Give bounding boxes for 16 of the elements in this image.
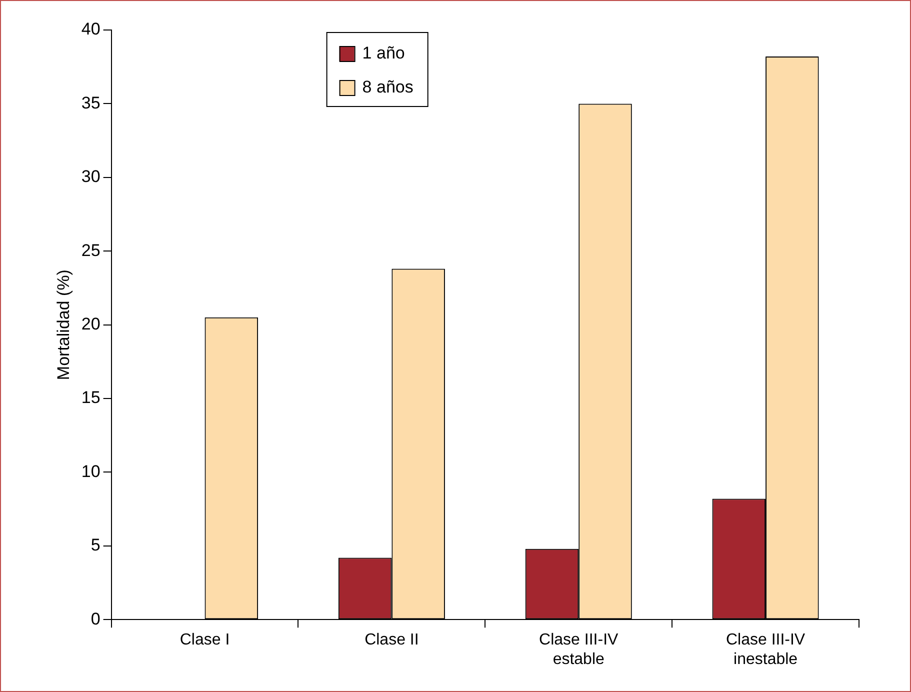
y-tick-label: 5 <box>90 536 100 555</box>
x-tick-label: Clase III-IV estable <box>539 632 619 668</box>
y-axis-title: Mortalidad (%) <box>54 270 73 380</box>
x-tick-label: Clase II <box>364 632 419 649</box>
y-tick-label: 0 <box>90 609 100 628</box>
y-tick-label: 25 <box>81 240 100 260</box>
y-tick-label: 30 <box>81 167 100 186</box>
x-tick-label: Clase III-IV inestable <box>726 632 806 668</box>
legend-label: 8 años <box>362 78 414 97</box>
x-tick-label: Clase I <box>180 632 230 649</box>
y-tick-label: 35 <box>81 93 100 112</box>
y-tick-label: 15 <box>81 388 100 408</box>
y-tick-label: 20 <box>81 314 100 334</box>
y-tick-label: 10 <box>81 462 100 481</box>
legend-label: 1 año <box>362 44 405 63</box>
y-tick-label: 40 <box>81 20 100 39</box>
